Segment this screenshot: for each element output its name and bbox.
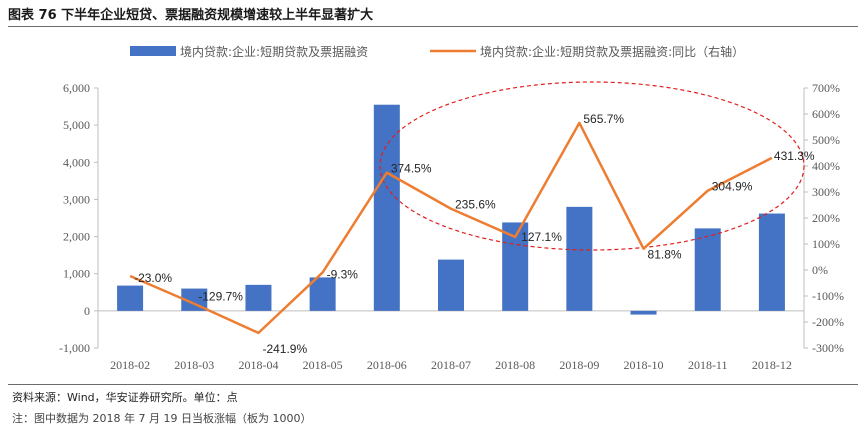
bar (758, 213, 785, 311)
right-axis-tick-label: 400% (812, 159, 840, 173)
bar (630, 310, 657, 315)
series-line-layer (129, 121, 773, 335)
highlight-ellipse (379, 81, 805, 251)
x-axis-tick-label: 2018-12 (752, 358, 792, 372)
right-axis-tick-label: 300% (812, 185, 840, 199)
legend-bar-label: 境内贷款:企业:短期贷款及票据融资 (180, 44, 368, 59)
source-note: 资料来源：Wind，华安证券研究所。单位：点 (12, 391, 238, 404)
left-axis-tick-label: 4,000 (63, 155, 90, 169)
right-axis-tick-label: 600% (812, 107, 840, 121)
data-label: 127.1% (521, 230, 562, 244)
x-axis-tick-label: 2018-07 (431, 358, 471, 372)
left-axis-tick-label: -1,000 (59, 341, 90, 355)
data-label: -129.7% (198, 290, 243, 304)
left-axis-tick-label: 3,000 (63, 192, 90, 206)
bar (309, 277, 336, 311)
bar (245, 284, 272, 311)
x-axis-tick-label: 2018-04 (238, 358, 278, 372)
right-axis-tick-label: -200% (812, 315, 844, 329)
left-axis-tick-label: 1,000 (63, 267, 90, 281)
bar (694, 228, 721, 311)
legend-line-label: 境内贷款:企业:短期贷款及票据融资:同比（右轴） (480, 44, 744, 59)
bar (438, 259, 464, 311)
left-axis-tick-label: 5,000 (63, 118, 90, 132)
data-label: 304.9% (712, 180, 753, 194)
data-labels: -23.0% -129.7% -241.9% -9.3% 374.5% 235.6% 127… (134, 112, 815, 356)
legend-bar-swatch (130, 46, 176, 56)
bar (373, 104, 400, 311)
right-axis-tick-label: -100% (812, 289, 844, 303)
highlight-ellipse-layer (379, 81, 805, 251)
legend: 境内贷款:企业:短期贷款及票据融资 境内贷款:企业:短期贷款及票据融资:同比（右… (130, 44, 744, 59)
left-axis-tick-label: 6,000 (63, 81, 90, 95)
axes: -1,000 0 1,000 2,000 3,000 4,000 5,000 6,000 -30… (59, 81, 844, 372)
bar (117, 285, 144, 311)
left-axis-tick-label: 0 (84, 304, 90, 318)
x-axis-tick-label: 2018-09 (559, 358, 599, 372)
data-label: 431.3% (774, 149, 815, 163)
footer-divider (8, 384, 858, 385)
footnote: 注：图中数据为 2018 年 7 月 19 日当板涨幅（板为 1000） (12, 412, 312, 425)
x-axis-tick-label: 2018-06 (367, 358, 407, 372)
data-label: 565.7% (583, 112, 624, 126)
x-axis-tick-label: 2018-02 (110, 358, 150, 372)
bar (566, 206, 593, 311)
data-label: -241.9% (262, 342, 307, 356)
x-axis-tick-label: 2018-03 (174, 358, 214, 372)
right-axis-tick-label: 200% (812, 211, 840, 225)
right-axis-tick-label: 100% (812, 237, 840, 251)
right-axis-tick-label: -300% (812, 341, 844, 355)
x-axis-tick-label: 2018-08 (495, 358, 535, 372)
title-divider (8, 26, 858, 27)
right-axis-tick-label: 500% (812, 133, 840, 147)
data-label: 235.6% (455, 198, 496, 212)
data-label: 374.5% (391, 162, 432, 176)
x-axis-tick-label: 2018-10 (624, 358, 664, 372)
series-line (129, 121, 773, 335)
right-axis-tick-label: 0% (812, 263, 828, 277)
data-label: -9.3% (327, 267, 359, 281)
data-label: -23.0% (134, 271, 172, 285)
bars (117, 104, 785, 315)
bar (181, 288, 208, 311)
data-label: 81.8% (648, 248, 682, 262)
page-title: 图表 76 下半年企业短贷、票据融资规模增速较上半年显著扩大 (8, 8, 374, 23)
x-axis-tick-label: 2018-05 (303, 358, 343, 372)
x-axis-tick-label: 2018-11 (688, 358, 728, 372)
left-axis-tick-label: 2,000 (63, 230, 90, 244)
right-axis-tick-label: 700% (812, 81, 840, 95)
